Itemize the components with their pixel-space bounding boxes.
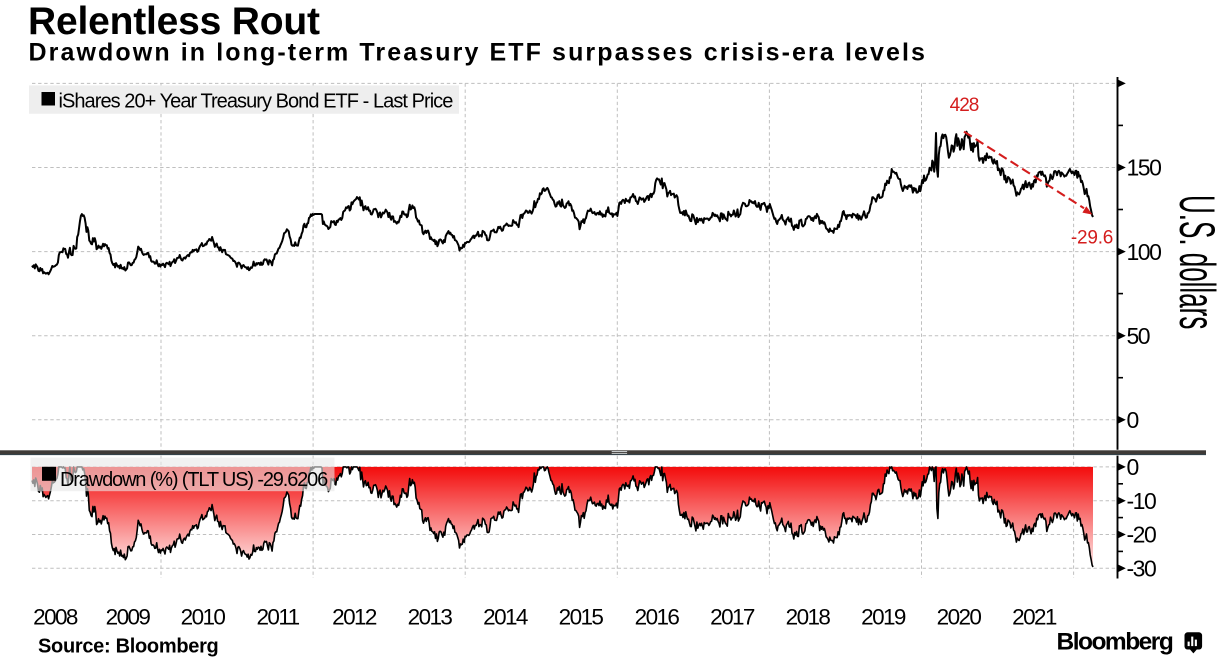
svg-text:2008: 2008 — [33, 605, 78, 630]
svg-text:2014: 2014 — [483, 605, 528, 630]
svg-text:Bloomberg: Bloomberg — [1057, 629, 1173, 656]
svg-text:-29.6: -29.6 — [1071, 228, 1113, 249]
svg-text:2019: 2019 — [861, 605, 906, 630]
svg-text:2013: 2013 — [408, 605, 453, 630]
svg-text:2015: 2015 — [559, 605, 604, 630]
svg-text:2011: 2011 — [257, 605, 300, 630]
svg-text:428: 428 — [950, 95, 979, 116]
svg-text:2018: 2018 — [786, 605, 831, 630]
svg-text:Source: Bloomberg: Source: Bloomberg — [38, 635, 218, 657]
svg-text:iShares 20+ Year Treasury Bond: iShares 20+ Year Treasury Bond ETF - Las… — [59, 90, 454, 112]
svg-text:100: 100 — [1127, 239, 1162, 265]
svg-text:-20: -20 — [1127, 522, 1156, 548]
svg-text:2010: 2010 — [181, 605, 226, 630]
svg-text:50: 50 — [1127, 323, 1150, 349]
svg-text:2012: 2012 — [332, 605, 377, 630]
svg-text:2017: 2017 — [710, 605, 755, 630]
svg-text:2020: 2020 — [937, 605, 982, 630]
svg-text:0: 0 — [1127, 454, 1139, 480]
svg-text:150: 150 — [1127, 155, 1162, 181]
svg-text:Drawdown (%) (TLT US) -29.6206: Drawdown (%) (TLT US) -29.6206 — [60, 469, 328, 491]
svg-text:2009: 2009 — [106, 605, 151, 630]
svg-text:-30: -30 — [1127, 556, 1156, 582]
svg-text:2016: 2016 — [635, 605, 680, 630]
svg-text:2021: 2021 — [1012, 605, 1057, 630]
svg-text:-10: -10 — [1127, 488, 1156, 514]
svg-text:Relentless Rout: Relentless Rout — [28, 0, 320, 43]
svg-text:Drawdown in long-term Treasury: Drawdown in long-term Treasury ETF surpa… — [29, 39, 928, 67]
svg-text:0: 0 — [1127, 407, 1139, 433]
svg-text:U.S. dollars: U.S. dollars — [1169, 195, 1224, 329]
